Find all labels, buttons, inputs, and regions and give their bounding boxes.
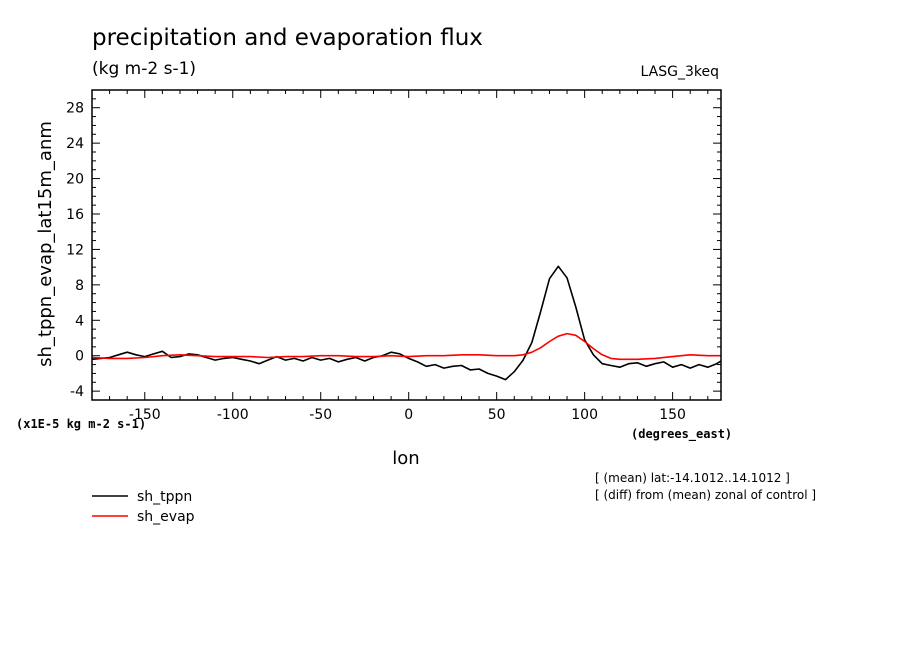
chart-title: precipitation and evaporation flux xyxy=(92,25,483,51)
y-tick-label: 12 xyxy=(66,242,84,258)
y-axis-unit: (x1E-5 kg m-2 s-1) xyxy=(16,417,146,431)
y-tick-label: 4 xyxy=(75,313,84,329)
legend: sh_tppn sh_evap xyxy=(92,489,195,525)
x-axis-label: lon xyxy=(392,448,419,469)
axis-ticks xyxy=(92,89,721,401)
y-tick-label: 28 xyxy=(66,101,84,117)
x-tick-label: -150 xyxy=(129,407,161,423)
x-tick-label: 150 xyxy=(659,407,686,423)
plot-frame xyxy=(91,89,722,401)
model-label: LASG_3keq xyxy=(641,64,719,80)
series-line-sh-evap xyxy=(92,332,721,361)
note-diff-control: [ (diff) from (mean) zonal of control ] xyxy=(595,488,816,502)
legend-label-sh-tppn: sh_tppn xyxy=(137,489,192,505)
y-tick-label: 16 xyxy=(66,207,84,223)
x-tick-label: -100 xyxy=(217,407,249,423)
y-axis-label: sh_tppn_evap_lat15m_anm xyxy=(35,121,56,367)
legend-label-sh-evap: sh_evap xyxy=(137,509,195,525)
series-line-sh-tppn xyxy=(92,265,721,381)
x-tick-label: 0 xyxy=(404,407,413,423)
y-tick-label: 24 xyxy=(66,136,84,152)
x-axis-unit: (degrees_east) xyxy=(631,427,732,442)
y-tick-label: 8 xyxy=(75,278,84,294)
series-layer xyxy=(92,265,721,381)
x-tick-label: 50 xyxy=(488,407,506,423)
chart-subtitle: (kg m-2 s-1) xyxy=(92,59,196,79)
y-tick-label: 20 xyxy=(66,172,84,188)
x-tick-label: -50 xyxy=(309,407,332,423)
note-mean-lat: [ (mean) lat:-14.1012..14.1012 ] xyxy=(595,471,790,485)
x-tick-label: 100 xyxy=(571,407,598,423)
y-tick-label: 0 xyxy=(75,349,84,365)
y-tick-label: -4 xyxy=(70,384,84,400)
tick-labels: -150 -100 -50 0 50 100 150 -4 0 4 8 12 16 20 24 28 xyxy=(66,101,686,423)
